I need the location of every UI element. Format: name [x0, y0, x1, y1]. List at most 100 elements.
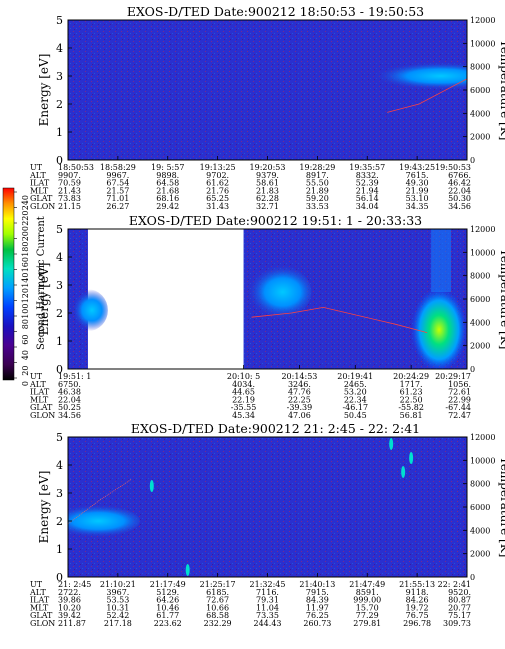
- orbit-row-label: GLAT: [30, 403, 53, 412]
- orbit-cell: 33.53: [306, 202, 329, 211]
- y-tick-label: 2: [56, 515, 63, 528]
- orbit-cell: 58.61: [256, 179, 279, 188]
- orbit-cell: 19:35:57: [349, 163, 385, 172]
- orbit-row-label: UT: [30, 372, 43, 381]
- orbit-row-label: ALT: [29, 171, 46, 180]
- colorbar-scale: [2, 187, 15, 381]
- y2-tick-label: 0: [470, 573, 475, 582]
- orbit-cell: 11.97: [306, 603, 329, 612]
- orbit-cell: 19:20:53: [250, 163, 286, 172]
- orbit-cell: 21.15: [58, 202, 81, 211]
- orbit-cell: -46.17: [342, 403, 368, 412]
- data-gap: [87, 229, 244, 369]
- orbit-cell: 50.45: [344, 411, 367, 420]
- orbit-cell: 34.56: [448, 202, 471, 211]
- orbit-cell: 4034.: [232, 380, 255, 389]
- orbit-cell: 52.39: [356, 179, 379, 188]
- y2-tick-label: 12000: [470, 16, 495, 25]
- orbit-cell: 65.25: [206, 194, 229, 203]
- orbit-cell: 999.00: [353, 596, 381, 605]
- y2-tick-label: 10000: [470, 456, 495, 465]
- orbit-cell: 29.42: [156, 202, 179, 211]
- panel-title: EXOS-D/TED Date:900212 18:50:53 - 19:50:…: [127, 4, 424, 19]
- ion-flux-region: [185, 564, 190, 576]
- ion-flux-region: [359, 62, 467, 90]
- orbit-cell: 22.04: [58, 395, 81, 404]
- y-tick-label: 1: [56, 126, 63, 139]
- orbit-cell: 10.31: [106, 603, 129, 612]
- y2-tick-label: 0: [470, 156, 475, 165]
- orbit-cell: 64.58: [156, 179, 179, 188]
- ion-flux-region: [409, 452, 414, 464]
- y2-tick-label: 2000: [470, 133, 490, 142]
- orbit-cell: 9379.: [256, 171, 279, 180]
- orbit-cell: -67.44: [445, 403, 471, 412]
- ion-flux-region: [431, 229, 452, 292]
- orbit-cell: 72.67: [206, 596, 229, 605]
- orbit-cell: 18:50:53: [58, 163, 94, 172]
- ion-flux-region: [68, 504, 140, 538]
- orbit-cell: 80.87: [448, 596, 471, 605]
- orbit-cell: 21.99: [406, 186, 429, 195]
- colorbar-tick-label: 220: [21, 211, 30, 226]
- spectrogram-area: [68, 437, 467, 577]
- orbit-row-label: ILAT: [30, 596, 50, 605]
- y-tick-label: 2: [56, 98, 63, 111]
- y-tick-label: 0: [56, 571, 63, 584]
- orbit-cell: 19:28:29: [299, 163, 335, 172]
- y2-tick-label: 10000: [470, 248, 495, 257]
- orbit-cell: 46.38: [58, 388, 81, 397]
- panel-2: EXOS-D/TED Date:900212 19:51: 1 - 20:33:…: [29, 213, 505, 420]
- orbit-cell: 21: 2:45: [58, 580, 91, 589]
- orbit-cell: 21.89: [306, 186, 329, 195]
- orbit-cell: 56.81: [400, 411, 423, 420]
- orbit-cell: 21.76: [206, 186, 229, 195]
- orbit-row-label: ALT: [29, 588, 46, 597]
- colorbar-tick-label: 200: [21, 226, 30, 241]
- orbit-table: UT 18:50:53 18:58:29 19: 5:57 19:13:25 19:20:…: [29, 163, 471, 211]
- ion-flux-region: [149, 480, 154, 492]
- orbit-cell: 72.47: [448, 411, 471, 420]
- orbit-cell: 22.25: [288, 395, 311, 404]
- orbit-cell: 8917.: [306, 171, 329, 180]
- y-tick-label: 5: [56, 223, 63, 236]
- temperature-trace: [387, 78, 467, 113]
- y-tick-label: 5: [56, 14, 63, 27]
- colorbar-tick-label: 120: [21, 288, 30, 303]
- orbit-cell: 6185.: [206, 588, 229, 597]
- y2-tick-label: 10000: [470, 39, 495, 48]
- orbit-cell: 22.04: [448, 186, 471, 195]
- orbit-cell: -35.55: [231, 403, 257, 412]
- orbit-cell: 6750.: [58, 380, 81, 389]
- orbit-cell: 53.53: [106, 596, 129, 605]
- orbit-cell: 21.57: [106, 186, 129, 195]
- orbit-cell: 49.30: [406, 179, 429, 188]
- orbit-cell: 39.42: [58, 611, 81, 620]
- orbit-cell: 20:19:41: [337, 372, 373, 381]
- panel-title: EXOS-D/TED Date:900212 21: 2:45 - 22: 2:…: [131, 421, 420, 436]
- orbit-cell: 9118.: [406, 588, 429, 597]
- y-tick-label: 0: [56, 154, 63, 167]
- orbit-cell: 2465.: [344, 380, 367, 389]
- orbit-cell: 68.16: [156, 194, 179, 203]
- orbit-cell: 62.28: [256, 194, 279, 203]
- y-axis-label: Energy [eV]: [37, 54, 51, 127]
- orbit-cell: 52.42: [106, 611, 129, 620]
- orbit-cell: 1056.: [448, 380, 471, 389]
- orbit-cell: 76.25: [306, 611, 329, 620]
- y-tick-label: 2: [56, 307, 63, 320]
- orbit-cell: 6766.: [448, 171, 471, 180]
- orbit-cell: 21:17:49: [150, 580, 186, 589]
- orbit-cell: 73.35: [256, 611, 279, 620]
- orbit-table: UT 21: 2:45 21:10:21 21:17:49 21:25:17 21:32:…: [29, 580, 471, 628]
- orbit-cell: 9702.: [206, 171, 229, 180]
- orbit-cell: 26.27: [106, 202, 129, 211]
- orbit-cell: 8332.: [356, 171, 379, 180]
- orbit-cell: 55.50: [306, 179, 329, 188]
- colorbar-tick-label: 40: [21, 350, 30, 360]
- y2-tick-label: 8000: [470, 63, 490, 72]
- temperature-trace: [251, 306, 428, 333]
- orbit-cell: 10.66: [206, 603, 229, 612]
- colorbar-tick-label: 80: [21, 319, 30, 329]
